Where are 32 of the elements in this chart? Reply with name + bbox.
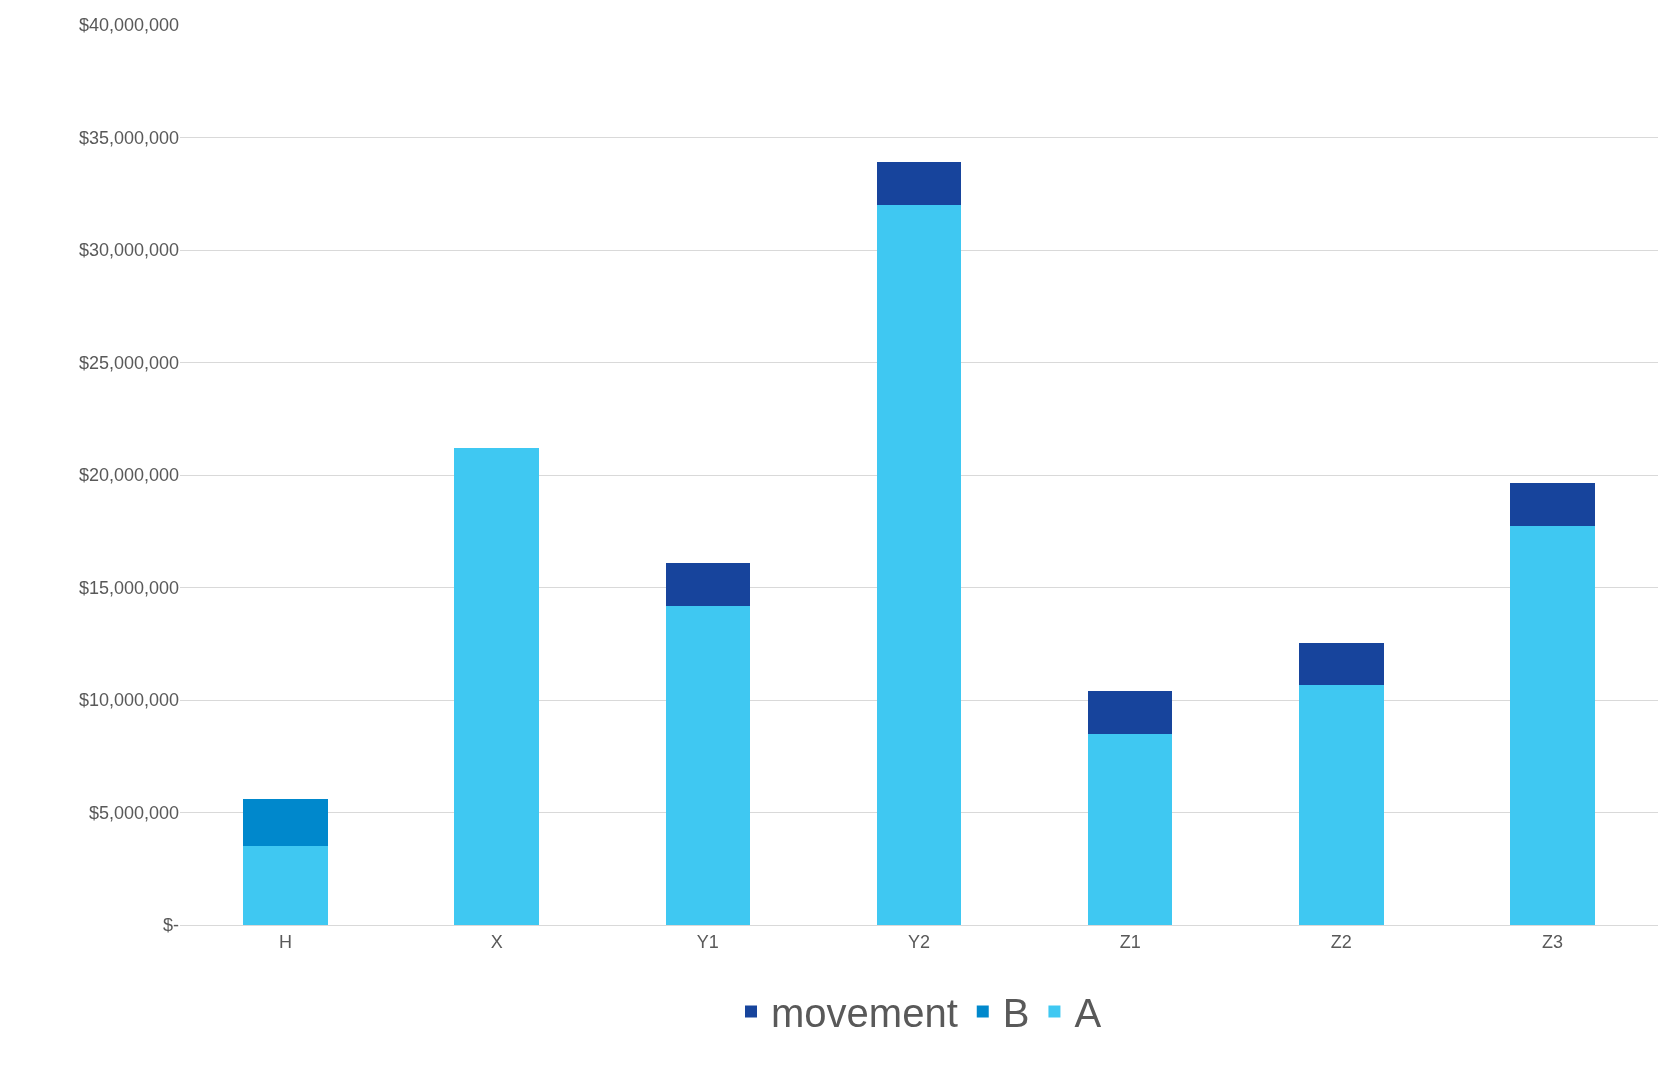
legend-label: B: [1002, 991, 1030, 1036]
y-tick-label: $-: [162, 915, 179, 936]
bar: [665, 605, 751, 925]
y-tick-label: $15,000,000: [78, 577, 179, 598]
bar: [1087, 733, 1173, 925]
y-tick-label: $5,000,000: [88, 802, 179, 823]
x-tick-label: Z3: [1541, 931, 1563, 952]
bar: [876, 162, 962, 205]
y-tick-label: $25,000,000: [78, 352, 179, 373]
bar: [243, 799, 328, 847]
legend-label: movement: [771, 991, 958, 1036]
bar: [454, 448, 539, 925]
x-tick-label: H: [279, 931, 293, 952]
y-tick-label: $30,000,000: [78, 240, 179, 261]
bar: [1510, 525, 1595, 925]
y-tick-label: $40,000,000: [78, 15, 179, 36]
bar: [1299, 685, 1384, 925]
bar: [243, 846, 328, 925]
x-tick-label: Y1: [696, 931, 719, 952]
bar: [1510, 482, 1595, 526]
bar: [1299, 642, 1384, 686]
x-tick-label: Z2: [1330, 931, 1352, 952]
bar: [876, 205, 962, 925]
legend-label: A: [1074, 991, 1102, 1036]
bar: [665, 562, 751, 606]
x-tick-label: Y2: [907, 931, 931, 952]
y-tick-label: $35,000,000: [78, 127, 179, 148]
x-tick-label: Z1: [1119, 931, 1141, 952]
y-tick-label: $10,000,000: [78, 690, 179, 711]
bar: [1087, 691, 1173, 734]
y-tick-label: $20,000,000: [78, 465, 179, 486]
x-tick-label: X: [490, 931, 503, 952]
